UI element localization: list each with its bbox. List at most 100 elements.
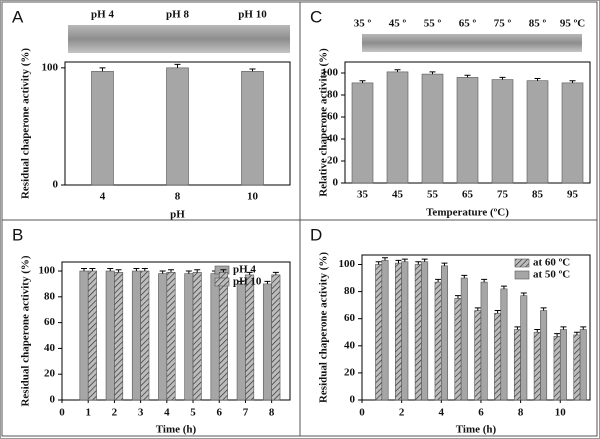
y-tick-label: 60 — [344, 312, 356, 324]
gel-image — [68, 25, 290, 53]
bar — [526, 80, 549, 184]
bar — [395, 262, 402, 401]
error-bar — [554, 333, 561, 337]
x-tick-label: 2 — [399, 407, 405, 419]
gel-label: 65 º — [459, 18, 477, 30]
x-tick-label: 3 — [138, 407, 144, 419]
y-tick-label: 20 — [327, 155, 339, 167]
error-bar — [246, 271, 253, 275]
panel-letter: B — [12, 225, 23, 244]
error-bar — [514, 326, 521, 330]
bar — [456, 77, 479, 184]
error-bar — [429, 71, 436, 75]
bar — [559, 329, 567, 401]
bar — [184, 273, 194, 401]
error-bar — [401, 258, 408, 262]
x-tick-label: 0 — [59, 407, 65, 419]
error-bar — [481, 278, 488, 283]
x-tick-label: 10 — [247, 191, 259, 203]
panel-letter: A — [12, 7, 24, 26]
y-tick-label: 100 — [39, 265, 56, 277]
error-bar — [534, 78, 541, 81]
error-bar — [580, 326, 587, 330]
x-tick-label: 8 — [175, 191, 181, 203]
y-tick-label: 100 — [339, 258, 356, 270]
gel-label: 95 ºC — [560, 18, 585, 30]
bar — [140, 270, 150, 401]
bar — [434, 281, 442, 401]
gel-image — [362, 34, 582, 52]
gel-label: 35 º — [354, 18, 372, 30]
error-bar — [375, 261, 382, 265]
error-bar — [500, 285, 507, 289]
error-bar — [115, 269, 122, 273]
x-axis-label: Time (h) — [156, 424, 197, 436]
error-bar — [272, 271, 279, 275]
bar — [401, 261, 409, 401]
x-tick-label: 8 — [518, 407, 524, 419]
y-tick-label: 60 — [44, 316, 56, 328]
bar — [166, 67, 189, 186]
y-tick-label: 0 — [333, 177, 339, 189]
legend-swatch — [514, 258, 530, 268]
bar — [460, 277, 468, 401]
error-bar — [238, 280, 245, 284]
bar — [105, 270, 115, 401]
error-bar — [249, 68, 256, 72]
bar — [553, 336, 561, 401]
error-bar — [573, 331, 580, 335]
x-axis-label: Temperature (ºC) — [426, 207, 509, 219]
y-tick-label: 0 — [350, 394, 356, 406]
bar — [494, 312, 502, 401]
bar — [573, 334, 581, 401]
x-tick-label: 7 — [243, 407, 249, 419]
bar — [500, 288, 508, 401]
x-tick-label: 10 — [555, 407, 567, 419]
bar — [245, 274, 255, 401]
error-bar — [220, 269, 227, 273]
x-tick-label: 4 — [439, 407, 445, 419]
error-bar — [107, 267, 114, 272]
y-axis-label: Residual chaperone activity (%) — [20, 255, 32, 406]
error-bar — [381, 257, 388, 261]
bar — [351, 82, 374, 184]
error-bar — [540, 307, 547, 311]
gel-label: pH 4 — [91, 9, 114, 21]
error-bar — [359, 80, 366, 83]
bar — [533, 331, 541, 401]
error-bar — [415, 261, 422, 265]
x-tick-label: 6 — [216, 407, 222, 419]
x-tick-label: 35 — [357, 189, 369, 201]
y-tick-label: 80 — [327, 89, 339, 101]
bar — [91, 71, 114, 186]
bar — [192, 272, 202, 401]
error-bar — [494, 310, 501, 314]
bar — [166, 272, 176, 401]
y-tick-label: 40 — [327, 133, 339, 145]
error-bar — [89, 267, 96, 272]
error-bar — [461, 274, 468, 279]
x-tick-label: 75 — [497, 189, 509, 201]
bar — [474, 310, 482, 401]
y-tick-label: 100 — [42, 61, 59, 73]
error-bar — [464, 74, 471, 78]
x-tick-label: 0 — [359, 407, 365, 419]
gel-label: 85 º — [529, 18, 547, 30]
x-tick-label: 4 — [100, 191, 106, 203]
bar — [381, 260, 389, 401]
x-tick-label: 45 — [392, 189, 404, 201]
gel-label: pH 8 — [166, 9, 189, 21]
x-tick-label: 65 — [462, 189, 474, 201]
error-bar — [81, 267, 88, 272]
error-bar — [421, 258, 428, 262]
error-bar — [395, 259, 402, 264]
error-bar — [99, 67, 106, 72]
gel-label: pH 10 — [238, 9, 267, 21]
panel-frame — [299, 219, 598, 437]
y-tick-label: 60 — [327, 111, 339, 123]
bar — [579, 329, 587, 401]
gel-label: 55 º — [424, 18, 442, 30]
bar — [87, 270, 97, 401]
error-bar — [474, 307, 481, 311]
x-tick-label: 55 — [427, 189, 439, 201]
